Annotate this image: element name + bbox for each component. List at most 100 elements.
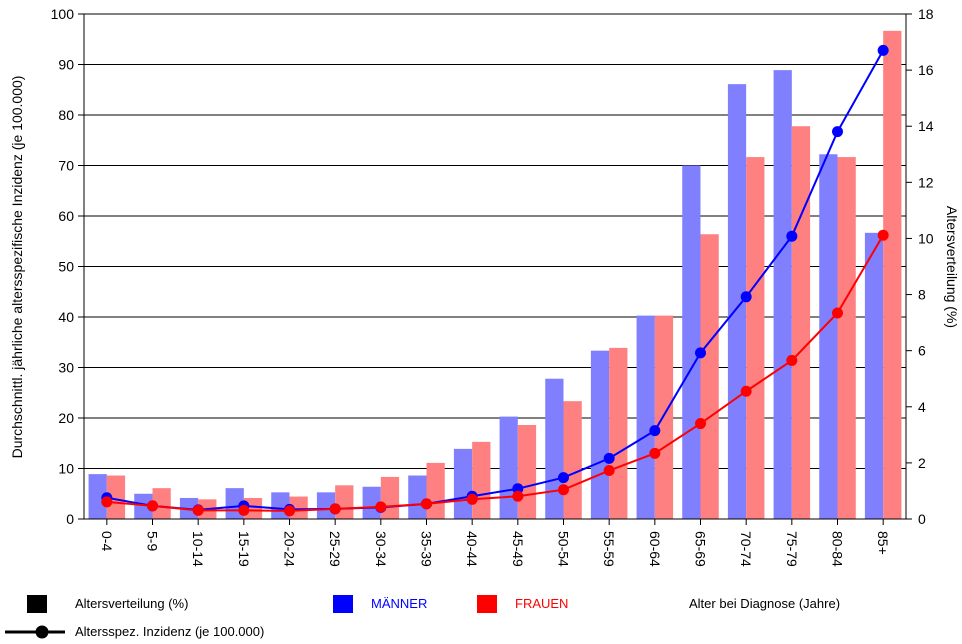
legend-bar-label: Altersverteilung (%)	[75, 596, 189, 611]
legend-line-label: Altersspez. Inzidenz (je 100.000)	[75, 624, 265, 639]
point-men	[512, 483, 524, 495]
y-tick-label-left: 50	[58, 259, 74, 275]
point-women	[649, 447, 661, 459]
x-tick-label: 55-59	[601, 531, 617, 567]
point-men	[649, 425, 661, 437]
y-tick-label-right: 16	[918, 62, 934, 78]
point-women	[466, 493, 478, 505]
grid-lines	[84, 13, 906, 469]
point-men	[603, 452, 615, 464]
bar-women	[563, 401, 582, 519]
point-women	[603, 465, 615, 477]
bar-group	[88, 30, 902, 520]
x-tick-label: 5-9	[145, 531, 161, 551]
y-tick-label-right: 10	[918, 230, 934, 246]
y-tick-label-left: 60	[58, 208, 74, 224]
y-axis-left-title: Durchschnittl. jährliche altersspezifisc…	[9, 76, 25, 459]
point-men	[786, 230, 798, 242]
y-tick-label-right: 8	[918, 287, 926, 303]
x-tick-label: 30-34	[373, 531, 389, 567]
point-men	[832, 126, 843, 138]
line-women	[106, 234, 885, 512]
x-tick-label: 50-54	[556, 531, 572, 567]
bar-women	[380, 476, 400, 519]
x-tick-label: 65-69	[693, 531, 709, 567]
bar-men	[636, 315, 655, 519]
x-tick-label: 45-49	[510, 531, 526, 567]
bar-women	[106, 475, 126, 519]
point-women	[558, 484, 569, 496]
bar-men	[134, 493, 153, 519]
x-tick-label: 80-84	[830, 531, 846, 567]
bar-men	[727, 84, 747, 519]
x-tick-label: 0-4	[99, 531, 115, 551]
x-tick-label: 15-19	[236, 531, 252, 567]
bar-men	[819, 154, 838, 519]
point-women	[147, 500, 158, 512]
point-women	[238, 504, 250, 516]
legend-bar-swatch	[27, 595, 47, 613]
y-tick-label-right: 6	[918, 343, 926, 359]
bar-men	[545, 378, 564, 519]
x-tick-label: 10-14	[190, 531, 206, 567]
legend-women-swatch	[477, 595, 497, 613]
point-women	[375, 501, 387, 513]
point-women	[695, 418, 706, 430]
x-tick-label: 20-24	[282, 531, 298, 567]
point-women	[512, 490, 524, 502]
y-tick-label-right: 2	[918, 455, 926, 471]
x-tick-label: 25-29	[327, 531, 343, 567]
bar-women	[654, 315, 674, 519]
point-men	[740, 291, 752, 303]
line-men	[106, 49, 885, 511]
point-women	[329, 503, 341, 515]
bar-women	[426, 462, 445, 519]
bar-men	[362, 486, 381, 519]
bar-women	[746, 157, 765, 520]
bar-women	[472, 441, 491, 519]
bar-men	[453, 448, 473, 519]
bar-men	[864, 232, 884, 520]
bar-men	[408, 475, 427, 519]
y-tick-label-left: 10	[58, 461, 74, 477]
axes: 0 10 20 30 40 50 60 70 80 90 100 0 2 4 6 8 10 12 14 16 18 0-4…	[51, 6, 934, 567]
point-women	[786, 354, 798, 366]
y-tick-label-right: 4	[918, 399, 926, 415]
y-tick-label-left: 90	[58, 57, 74, 73]
bar-women	[791, 126, 811, 519]
x-tick-label: 60-64	[647, 531, 663, 567]
bar-women	[837, 157, 856, 520]
x-axis-title: Alter bei Diagnose (Jahre)	[689, 596, 841, 611]
x-tick-label: 40-44	[464, 531, 480, 567]
point-women	[877, 229, 889, 241]
bar-men	[316, 492, 336, 519]
y-tick-label-left: 100	[51, 6, 75, 22]
y-tick-label-left: 40	[58, 309, 74, 325]
bar-women	[152, 488, 171, 519]
point-women	[192, 504, 204, 516]
legend-men-swatch	[333, 595, 353, 613]
y-tick-label-left: 80	[58, 107, 74, 123]
x-tick-label: 70-74	[738, 531, 754, 567]
bar-men	[682, 165, 701, 519]
bar-men	[590, 350, 610, 519]
x-tick-label: 85+	[875, 531, 891, 555]
point-women	[832, 307, 843, 319]
point-men	[695, 347, 706, 359]
y-tick-label-left: 0	[66, 511, 74, 527]
point-women	[101, 496, 113, 508]
bar-men	[499, 416, 518, 519]
point-women	[421, 498, 432, 510]
bar-women	[609, 347, 628, 519]
legend-men-label: MÄNNER	[371, 596, 428, 611]
x-tick-label: 35-39	[419, 531, 435, 567]
line-group	[101, 44, 889, 517]
y-tick-label-left: 20	[58, 410, 74, 426]
y-tick-label-left: 30	[58, 360, 74, 376]
bar-women	[700, 234, 719, 519]
point-women	[740, 385, 752, 397]
point-men	[877, 44, 889, 56]
legend-line-swatch	[5, 625, 65, 639]
x-tick-label: 75-79	[784, 531, 800, 567]
